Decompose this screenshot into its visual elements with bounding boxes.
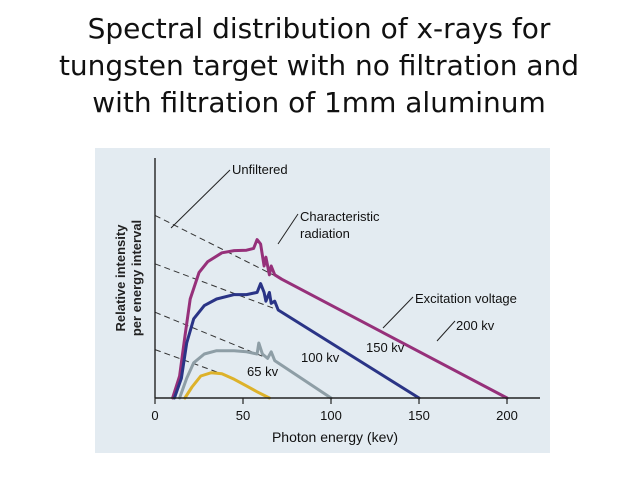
slide-title-line-2: tungsten target with no filtration and [58, 49, 580, 82]
spectrum-chart: 0 50 100 150 200 Unfiltered Characteristic r… [113, 158, 540, 445]
slide-title: Spectral distribution of x-rays for tung… [0, 10, 638, 121]
annotation-65kv: 65 kv [247, 364, 279, 379]
series-line-65kv [183, 371, 271, 400]
excitation-leader [382, 296, 414, 329]
slide-title-line-1: Spectral distribution of x-rays for [87, 12, 551, 45]
y-axis-label-line2: per energy interval [129, 220, 144, 336]
x-ticks: 0 50 100 150 200 [151, 398, 518, 423]
spectrum-figure: 0 50 100 150 200 Unfiltered Characteristic r… [95, 148, 550, 453]
y-axis-label-line1: Relative intensity [113, 224, 128, 332]
annotation-excitation-voltage: Excitation voltage [415, 291, 517, 306]
chart-labels: Unfiltered Characteristic radiation Exci… [113, 162, 517, 445]
x-axis-label: Photon energy (kev) [272, 429, 398, 445]
annotation-200kv: 200 kv [456, 318, 495, 333]
annotation-characteristic-line2: radiation [300, 226, 350, 241]
x-tick-label-100: 100 [320, 408, 342, 423]
x-tick-label-50: 50 [236, 408, 250, 423]
characteristic-leader [277, 213, 299, 245]
x-tick-label-150: 150 [408, 408, 430, 423]
annotation-150kv: 150 kv [366, 340, 405, 355]
annotation-leaders [170, 169, 456, 342]
unfiltered-dashed-line-200kv [154, 214, 282, 280]
annotation-characteristic-line1: Characteristic [300, 209, 380, 224]
annotation-unfiltered: Unfiltered [232, 162, 288, 177]
x-tick-label-200: 200 [496, 408, 518, 423]
series-line-150kv [172, 282, 421, 400]
x-tick-label-0: 0 [151, 408, 158, 423]
unfiltered-dashed-line-150kv [154, 263, 279, 311]
series-line-100kv [178, 341, 333, 400]
unfiltered-dashed-line-65kv [154, 349, 223, 375]
unfiltered-dashed-lines [154, 214, 282, 375]
axes [154, 158, 540, 399]
series-line-200kv [171, 238, 509, 400]
unfiltered-dashed-line-100kv [154, 311, 268, 359]
unfiltered-leader [170, 169, 231, 229]
slide-title-line-3: with filtration of 1mm aluminum [92, 86, 546, 119]
annotation-100kv: 100 kv [301, 350, 340, 365]
series-layer [171, 238, 509, 400]
kv200-leader [436, 320, 456, 342]
